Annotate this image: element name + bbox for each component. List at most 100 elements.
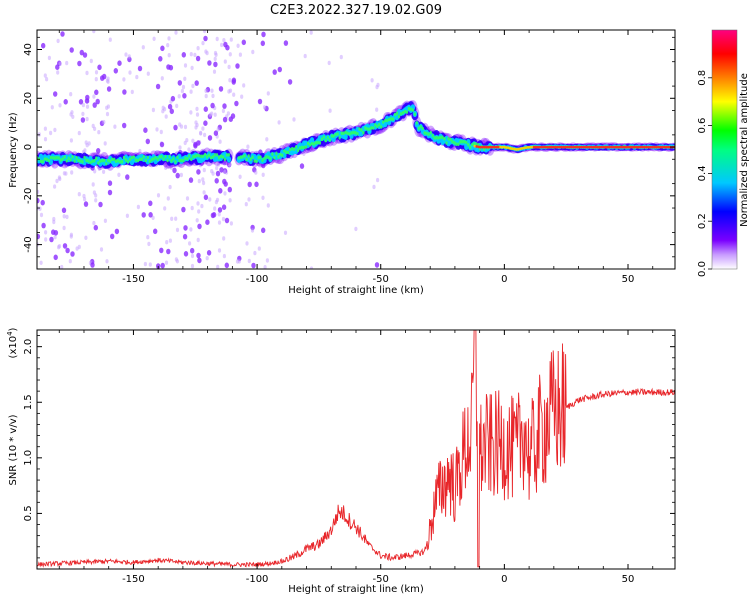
spectrogram-noise-speck <box>234 100 239 107</box>
spectrogram-noise-speck <box>50 105 54 110</box>
spectrogram-ridge-cell <box>343 133 348 140</box>
spectrogram-noise-speck <box>58 103 62 108</box>
spectrogram-core-cell <box>562 145 565 149</box>
spectrogram-noise-speck <box>201 177 205 182</box>
spectrogram-noise-speck <box>103 141 107 146</box>
spectrogram-ridge-cell <box>467 143 470 147</box>
spectrogram-noise-speck <box>188 177 194 183</box>
spectrogram-noise-speck <box>53 91 58 97</box>
colorbar-tick-label: 0.8 <box>697 70 708 86</box>
spectrogram-noise-speck <box>56 70 60 75</box>
spectrogram-noise-speck <box>102 169 106 174</box>
spectrogram-noise-speck <box>222 161 227 166</box>
spectrogram-noise-speck <box>223 169 227 175</box>
spectrogram-noise-speck <box>87 141 91 146</box>
spectrogram-noise-speck <box>83 197 87 202</box>
spectrogram-noise-speck <box>200 203 204 209</box>
spectrogram-noise-speck <box>182 93 187 99</box>
spectrogram-noise-speck <box>183 251 189 257</box>
spectrogram-noise-speck <box>193 143 198 149</box>
spectrogram-noise-speck <box>197 178 201 184</box>
spectrogram-noise-speck <box>376 177 380 183</box>
spectrogram-ridge-cell <box>441 135 444 139</box>
colorbar-frame <box>711 29 738 270</box>
spectrogram-noise-speck <box>222 38 226 43</box>
spectrogram-heatmap <box>37 30 675 269</box>
spectrogram-noise-speck <box>197 223 202 230</box>
spectrogram-ridge-cell <box>387 117 391 122</box>
spectrogram-noise-speck <box>92 102 97 108</box>
spectrogram-ridge-cell <box>47 158 51 163</box>
spectrogram-noise-speck <box>41 222 46 229</box>
spectrogram-ridge-cell <box>459 140 462 144</box>
spectrogram-noise-speck <box>38 206 42 211</box>
spectrogram-core-cell <box>554 145 557 149</box>
spectrogram-noise-speck <box>194 80 199 86</box>
spectrogram-ridge-cell <box>142 154 145 159</box>
spectrogram-ridge-cell <box>148 159 151 164</box>
spectrogram-ridge-cell <box>423 131 426 135</box>
spectrogram-noise-speck <box>327 60 331 66</box>
spectrogram-core-cell <box>649 145 652 149</box>
spectrogram-noise-speck <box>175 172 180 179</box>
spectrogram-noise-speck <box>155 127 159 132</box>
spectrogram-noise-speck <box>63 99 68 105</box>
spectrogram-ridge-cell <box>166 158 169 163</box>
spectrogram-ridge-cell <box>95 156 98 160</box>
spectrogram-ridge-cell <box>215 153 219 157</box>
spectrogram-noise-speck <box>47 55 52 61</box>
spectrogram-ridge-cell <box>164 154 167 159</box>
spectrogram-core-cell <box>657 145 660 149</box>
spectrogram-core-cell <box>534 145 538 149</box>
spectrogram-ridge-cell <box>85 158 88 163</box>
spectrogram-noise-speck <box>196 252 201 259</box>
spectrogram-ridge-cell <box>362 130 365 135</box>
spectrogram-noise-speck <box>57 245 61 250</box>
spectrogram-core-cell <box>572 145 575 149</box>
spectrogram-noise-speck <box>39 212 44 218</box>
spectrogram-ridge-cell <box>247 154 250 158</box>
spectrogram-core-cell <box>615 145 619 149</box>
spectrogram-noise-speck <box>56 38 60 44</box>
spectrogram-noise-speck <box>227 186 232 193</box>
spectrogram-noise-speck <box>177 94 181 99</box>
spectrogram-noise-speck <box>60 31 65 37</box>
spectrogram-ridge-cell <box>457 142 460 147</box>
spectrogram-core-cell <box>544 145 548 149</box>
spectrogram-core-cell <box>528 145 532 149</box>
spectrogram-ridge-cell <box>178 158 181 163</box>
spectrogram-noise-speck <box>272 69 277 75</box>
spectrogram-noise-speck <box>128 70 132 75</box>
spectrogram-noise-speck <box>158 56 163 62</box>
spectrogram-ridge-cell <box>223 157 227 162</box>
spectrogram-noise-speck <box>49 236 54 243</box>
spectrogram-core-cell <box>623 145 627 149</box>
spectrogram-noise-speck <box>65 60 69 66</box>
spectrogram-noise-speck <box>159 247 164 254</box>
spectrogram-ridge-cell <box>287 150 290 155</box>
spectrogram-noise-speck <box>195 112 200 117</box>
spectrogram-noise-speck <box>85 116 89 122</box>
spectrogram-noise-speck <box>95 98 100 105</box>
spectrogram-noise-speck <box>75 246 79 251</box>
spectrogram-noise-speck <box>141 45 145 50</box>
spectrogram-noise-speck <box>44 237 48 242</box>
spectrogram-ridge-cell <box>405 110 409 114</box>
spectrogram-core-cell <box>643 145 646 149</box>
spectrogram-ridge-cell <box>182 158 185 163</box>
spectrogram-ridge-cell <box>154 155 157 160</box>
spectrogram-noise-speck <box>193 52 197 58</box>
spectrogram-noise-speck <box>204 93 208 99</box>
spectrogram-noise-speck <box>94 70 99 75</box>
spectrogram-noise-speck <box>84 140 88 145</box>
spectrogram-noise-speck <box>55 64 60 70</box>
spectrogram-core-cell <box>584 145 587 149</box>
spectrogram-noise-speck <box>224 217 230 224</box>
spectrogram-core-cell <box>564 145 567 149</box>
spectrogram-noise-speck <box>168 64 174 71</box>
spectrogram-noise-speck <box>222 236 226 241</box>
spectrogram-ridge-cell <box>304 145 308 149</box>
snr-y-axis-label: SNR (10 * v/v) <box>8 414 19 485</box>
spectrogram-noise-speck <box>265 258 269 263</box>
spectrogram-x-tick-label: 50 <box>622 274 635 285</box>
